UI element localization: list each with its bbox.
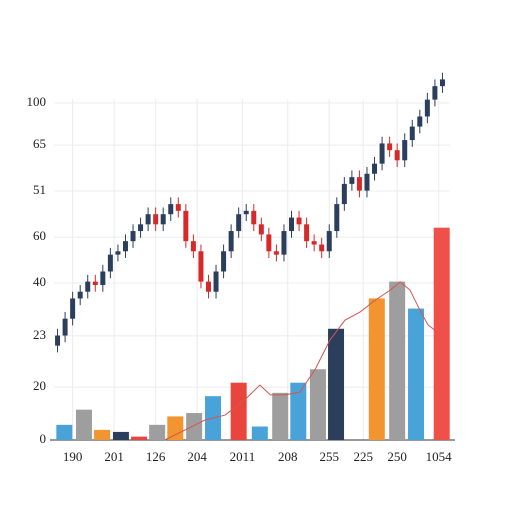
y-tick-label: 100 (27, 94, 47, 109)
y-tick-label: 65 (33, 136, 46, 151)
x-tick-label: 201 (104, 449, 124, 464)
candle-body (138, 224, 144, 232)
bar (328, 328, 345, 440)
bar (149, 424, 166, 440)
candle-body (341, 183, 347, 205)
y-tick-label: 40 (33, 274, 46, 289)
bar (112, 431, 129, 440)
candle-body (417, 116, 423, 127)
candle-body (228, 231, 234, 252)
bar (94, 429, 111, 440)
candle-body (319, 244, 325, 252)
candle-body (160, 214, 166, 225)
candle-body (85, 281, 91, 292)
candle-body (198, 251, 204, 282)
candle-body (304, 224, 310, 242)
candle-body (266, 234, 272, 252)
candle-body (439, 79, 445, 87)
candle-body (296, 217, 302, 225)
candle-body (107, 254, 113, 272)
candle-body (236, 214, 242, 232)
candle-body (334, 204, 340, 232)
x-tick-label: 250 (387, 449, 407, 464)
x-tick-label: 190 (63, 449, 83, 464)
candle-body (258, 224, 264, 235)
candle-body (62, 318, 68, 336)
bar (186, 413, 203, 440)
bar (290, 382, 307, 440)
bar (56, 424, 73, 440)
y-tick-label: 51 (33, 182, 46, 197)
candle-body (281, 231, 287, 255)
candle-body (77, 291, 83, 299)
bar (389, 281, 406, 440)
y-tick-label: 0 (40, 431, 47, 446)
candle-body (175, 204, 181, 211)
candle-body (394, 150, 400, 161)
candle-body (326, 231, 332, 252)
bar (251, 426, 268, 440)
candle-body (100, 271, 106, 285)
candle-body (379, 143, 385, 164)
candle-body (356, 177, 362, 191)
bar (75, 409, 92, 440)
bar (131, 436, 148, 440)
candle-body (205, 281, 211, 292)
y-tick-label: 23 (33, 327, 46, 342)
x-tick-label: 2011 (230, 449, 256, 464)
candle-body (183, 210, 189, 242)
candle-body (92, 281, 98, 285)
bar (433, 227, 450, 440)
candle-body (130, 231, 136, 242)
bar (167, 416, 184, 440)
x-tick-label: 1054 (426, 449, 453, 464)
candle-body (349, 177, 355, 184)
candle-body (213, 271, 219, 292)
candle-body (387, 143, 393, 151)
candle-body (153, 214, 159, 225)
x-tick-label: 208 (278, 449, 298, 464)
candle-body (364, 173, 370, 191)
candle-body (273, 251, 279, 255)
candle-body (221, 251, 227, 272)
y-tick-label: 60 (33, 228, 46, 243)
candle-body (251, 210, 257, 225)
candle-body (122, 241, 128, 252)
candle-body (289, 217, 295, 232)
bar (272, 392, 289, 440)
candle-body (409, 126, 415, 141)
bar (368, 298, 385, 440)
candle-body (432, 86, 438, 100)
bar (408, 308, 425, 440)
y-tick-label: 20 (33, 378, 46, 393)
line (164, 281, 436, 441)
candle-body (190, 241, 196, 252)
bar (230, 382, 247, 440)
candle-body (402, 140, 408, 161)
x-tick-label: 255 (319, 449, 339, 464)
candle-body (70, 298, 76, 319)
candle-body (311, 241, 317, 245)
x-tick-label: 204 (187, 449, 207, 464)
candle-body (424, 99, 430, 117)
candle-body (145, 214, 151, 225)
candle-body (372, 163, 378, 174)
candle-body (55, 335, 61, 346)
candle-body (168, 204, 174, 215)
candle-body (115, 251, 121, 255)
candle-body (243, 210, 249, 215)
x-tick-label: 225 (353, 449, 373, 464)
x-tick-label: 126 (146, 449, 166, 464)
bar (309, 369, 326, 440)
